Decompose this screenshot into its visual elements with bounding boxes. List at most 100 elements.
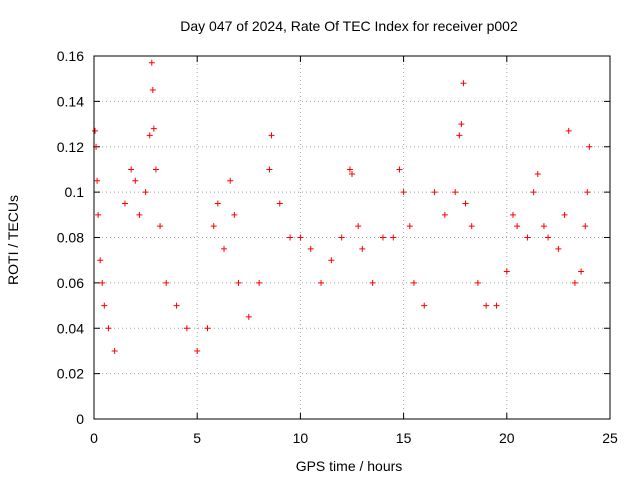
data-point bbox=[268, 132, 275, 139]
data-point bbox=[431, 189, 438, 196]
data-point bbox=[561, 211, 568, 218]
data-point bbox=[582, 223, 589, 230]
y-axis-label: ROTI / TECUs bbox=[5, 195, 21, 285]
data-point bbox=[101, 302, 108, 309]
data-point bbox=[390, 234, 397, 241]
data-point bbox=[396, 166, 403, 173]
data-point bbox=[328, 257, 335, 264]
data-point bbox=[157, 223, 164, 230]
data-point bbox=[509, 211, 516, 218]
data-point bbox=[136, 211, 143, 218]
plot-frame bbox=[93, 55, 611, 420]
data-point bbox=[92, 127, 99, 134]
data-point bbox=[227, 177, 234, 184]
data-point bbox=[460, 80, 467, 87]
y-tick-label: 0.16 bbox=[57, 48, 84, 64]
data-point bbox=[545, 234, 552, 241]
data-point bbox=[421, 302, 428, 309]
data-point bbox=[578, 268, 585, 275]
data-point bbox=[571, 279, 578, 286]
data-point bbox=[441, 211, 448, 218]
data-point bbox=[493, 302, 500, 309]
data-point bbox=[276, 200, 283, 207]
data-point bbox=[379, 234, 386, 241]
data-point bbox=[149, 87, 156, 94]
axis-ticks: 0 5 10 15 20 25 0 0.02 0.04 0.06 0.08 0.1 0.12 0.14 0.… bbox=[57, 48, 618, 446]
data-point bbox=[235, 279, 242, 286]
data-point bbox=[99, 279, 106, 286]
data-point bbox=[359, 245, 366, 252]
grid-lines bbox=[94, 56, 610, 419]
y-tick-label: 0.02 bbox=[57, 366, 84, 382]
x-tick-label: 10 bbox=[293, 430, 309, 446]
data-point bbox=[483, 302, 490, 309]
data-point bbox=[565, 127, 572, 134]
data-point bbox=[524, 234, 531, 241]
y-tick-label: 0.08 bbox=[57, 230, 84, 246]
data-point bbox=[221, 245, 228, 252]
data-point bbox=[297, 234, 304, 241]
chart-title: Day 047 of 2024, Rate Of TEC Index for r… bbox=[180, 18, 518, 34]
data-point bbox=[94, 177, 101, 184]
data-point bbox=[555, 245, 562, 252]
data-point bbox=[97, 257, 104, 264]
data-point bbox=[410, 279, 417, 286]
x-tick-label: 20 bbox=[499, 430, 515, 446]
data-point bbox=[406, 223, 413, 230]
x-tick-label: 0 bbox=[90, 430, 98, 446]
data-point bbox=[462, 200, 469, 207]
data-point bbox=[584, 189, 591, 196]
data-point bbox=[346, 166, 353, 173]
data-point bbox=[142, 189, 149, 196]
data-point bbox=[530, 189, 537, 196]
data-point bbox=[194, 347, 201, 354]
data-point bbox=[152, 166, 159, 173]
data-point bbox=[231, 211, 238, 218]
data-point bbox=[318, 279, 325, 286]
x-tick-label: 5 bbox=[193, 430, 201, 446]
y-tick-label: 0.04 bbox=[57, 320, 84, 336]
data-point bbox=[210, 223, 217, 230]
data-point bbox=[514, 223, 521, 230]
data-point bbox=[586, 143, 593, 150]
data-point bbox=[534, 170, 541, 177]
data-point bbox=[369, 279, 376, 286]
data-point bbox=[111, 347, 118, 354]
data-point bbox=[456, 132, 463, 139]
data-point bbox=[163, 279, 170, 286]
y-tick-label: 0.06 bbox=[57, 275, 84, 291]
data-point bbox=[540, 223, 547, 230]
y-tick-label: 0.12 bbox=[57, 139, 84, 155]
data-point bbox=[355, 223, 362, 230]
data-point bbox=[458, 121, 465, 128]
data-point bbox=[183, 325, 190, 332]
data-point bbox=[400, 189, 407, 196]
data-point bbox=[105, 325, 112, 332]
data-point bbox=[287, 234, 294, 241]
data-point bbox=[452, 189, 459, 196]
data-point bbox=[214, 200, 221, 207]
data-point bbox=[173, 302, 180, 309]
data-point bbox=[474, 279, 481, 286]
data-point bbox=[349, 170, 355, 177]
data-point bbox=[307, 245, 314, 252]
data-point bbox=[468, 223, 475, 230]
data-point bbox=[121, 200, 128, 207]
data-point bbox=[266, 166, 273, 173]
data-point bbox=[148, 59, 155, 66]
y-tick-label: 0.14 bbox=[57, 93, 84, 109]
data-point bbox=[95, 211, 102, 218]
x-axis-label: GPS time / hours bbox=[296, 458, 403, 474]
x-tick-label: 25 bbox=[602, 430, 618, 446]
data-point bbox=[146, 132, 153, 139]
y-tick-label: 0.1 bbox=[65, 184, 85, 200]
data-point bbox=[256, 279, 263, 286]
data-point bbox=[132, 177, 139, 184]
x-tick-label: 15 bbox=[396, 430, 412, 446]
y-tick-label: 0 bbox=[76, 411, 84, 427]
data-point bbox=[338, 234, 345, 241]
data-point bbox=[204, 325, 211, 332]
data-point bbox=[150, 125, 157, 132]
data-points bbox=[92, 59, 593, 354]
